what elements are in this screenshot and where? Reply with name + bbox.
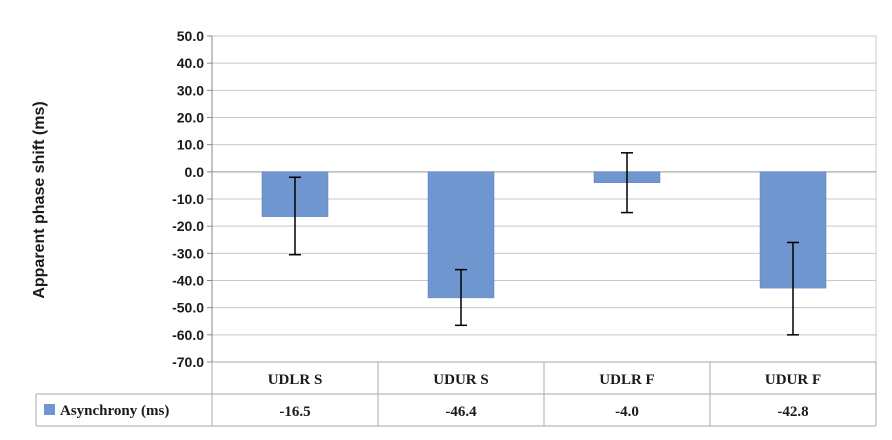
bars — [261, 171, 827, 299]
y-tick-label: -60.0 — [172, 327, 204, 343]
y-tick-label: 20.0 — [177, 110, 204, 126]
y-tick-label: 10.0 — [177, 137, 204, 153]
y-tick-label: 40.0 — [177, 55, 204, 71]
category-label: UDUR S — [433, 372, 488, 388]
y-tick-label: 30.0 — [177, 82, 204, 98]
y-axis-label: Apparent phase shift (ms) — [31, 101, 48, 298]
value-label: -42.8 — [777, 404, 808, 420]
category-label: UDLR F — [599, 372, 654, 388]
y-tick-label: -70.0 — [172, 354, 204, 370]
y-tick-label: -20.0 — [172, 218, 204, 234]
value-label: -46.4 — [445, 404, 477, 420]
category-label: UDLR S — [268, 372, 323, 388]
data-table: Asynchrony (ms) UDLR S -16.5 UDUR S -46.4 UDL… — [35, 361, 877, 427]
error-bars — [289, 152, 799, 336]
y-tick-label: -10.0 — [172, 191, 204, 207]
y-tick-label: 0.0 — [185, 164, 205, 180]
y-tick-label: -40.0 — [172, 273, 204, 289]
legend-key — [44, 404, 55, 415]
y-tick-label: -30.0 — [172, 245, 204, 261]
y-tick-label: -50.0 — [172, 300, 204, 316]
category-label: UDUR F — [765, 372, 821, 388]
y-tick-labels: 50.0 40.0 30.0 20.0 10.0 0.0 -10.0 -20.0 -30.0 -4… — [172, 28, 204, 370]
y-tick-label: 50.0 — [177, 28, 204, 44]
value-label: -4.0 — [615, 404, 639, 420]
legend-label: Asynchrony (ms) — [60, 403, 169, 419]
value-label: -16.5 — [279, 404, 310, 420]
